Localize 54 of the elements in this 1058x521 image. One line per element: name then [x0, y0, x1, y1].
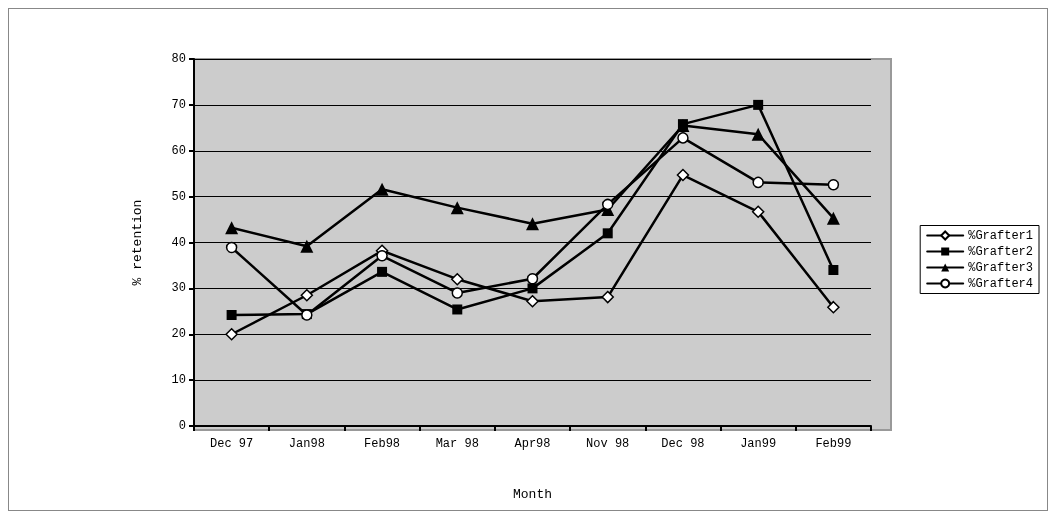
x-tick-label: Apr98 — [514, 437, 551, 451]
y-tick-label: 70 — [171, 97, 186, 112]
x-tick-label: Jan98 — [288, 437, 325, 451]
point — [451, 272, 464, 286]
legend-label: %Grafter1 — [968, 228, 1033, 243]
point — [226, 309, 237, 320]
y-tick-label: 60 — [171, 143, 186, 158]
point — [751, 205, 765, 219]
point — [751, 127, 765, 141]
point — [451, 287, 464, 299]
point — [376, 250, 388, 262]
point — [827, 178, 840, 191]
x-tick-label: Feb99 — [815, 437, 852, 451]
point — [526, 272, 539, 285]
x-tick-label: Dec 98 — [661, 437, 705, 451]
y-tick-label: 20 — [171, 327, 186, 342]
point — [225, 221, 239, 235]
legend-label: %Grafter4 — [968, 276, 1033, 291]
y-tick-label: 30 — [171, 281, 186, 296]
x-tick-label: Nov 98 — [586, 437, 630, 451]
x-tick-label: Mar 98 — [435, 437, 479, 451]
x-tick-label: Feb98 — [364, 437, 401, 451]
point — [225, 241, 238, 254]
point — [601, 198, 614, 211]
point — [450, 201, 464, 215]
point — [300, 289, 314, 302]
y-tick-label: 50 — [171, 189, 186, 204]
point — [602, 228, 613, 239]
point — [526, 294, 539, 308]
point — [677, 132, 689, 144]
point — [526, 217, 539, 231]
point — [826, 211, 840, 225]
x-tick-label: Dec 97 — [210, 437, 254, 451]
y-tick-label: 0 — [178, 419, 186, 433]
legend-label: %Grafter3 — [968, 260, 1033, 275]
point — [452, 304, 463, 315]
point — [753, 99, 764, 110]
point — [527, 283, 538, 294]
x-axis-title: Month — [512, 487, 553, 502]
point — [752, 176, 764, 189]
point — [375, 182, 389, 196]
x-tick-label: Jan99 — [740, 437, 777, 451]
legend-label: %Grafter2 — [968, 244, 1033, 259]
point — [300, 239, 314, 253]
point — [377, 266, 388, 277]
point — [601, 290, 614, 304]
point — [225, 328, 238, 341]
y-tick-label: 40 — [171, 235, 186, 250]
point — [827, 300, 840, 314]
y-axis-title: % retention — [130, 199, 145, 286]
y-tick-label: 80 — [171, 52, 186, 66]
y-tick-label: 10 — [171, 373, 186, 388]
point — [676, 168, 690, 182]
point — [828, 265, 839, 276]
